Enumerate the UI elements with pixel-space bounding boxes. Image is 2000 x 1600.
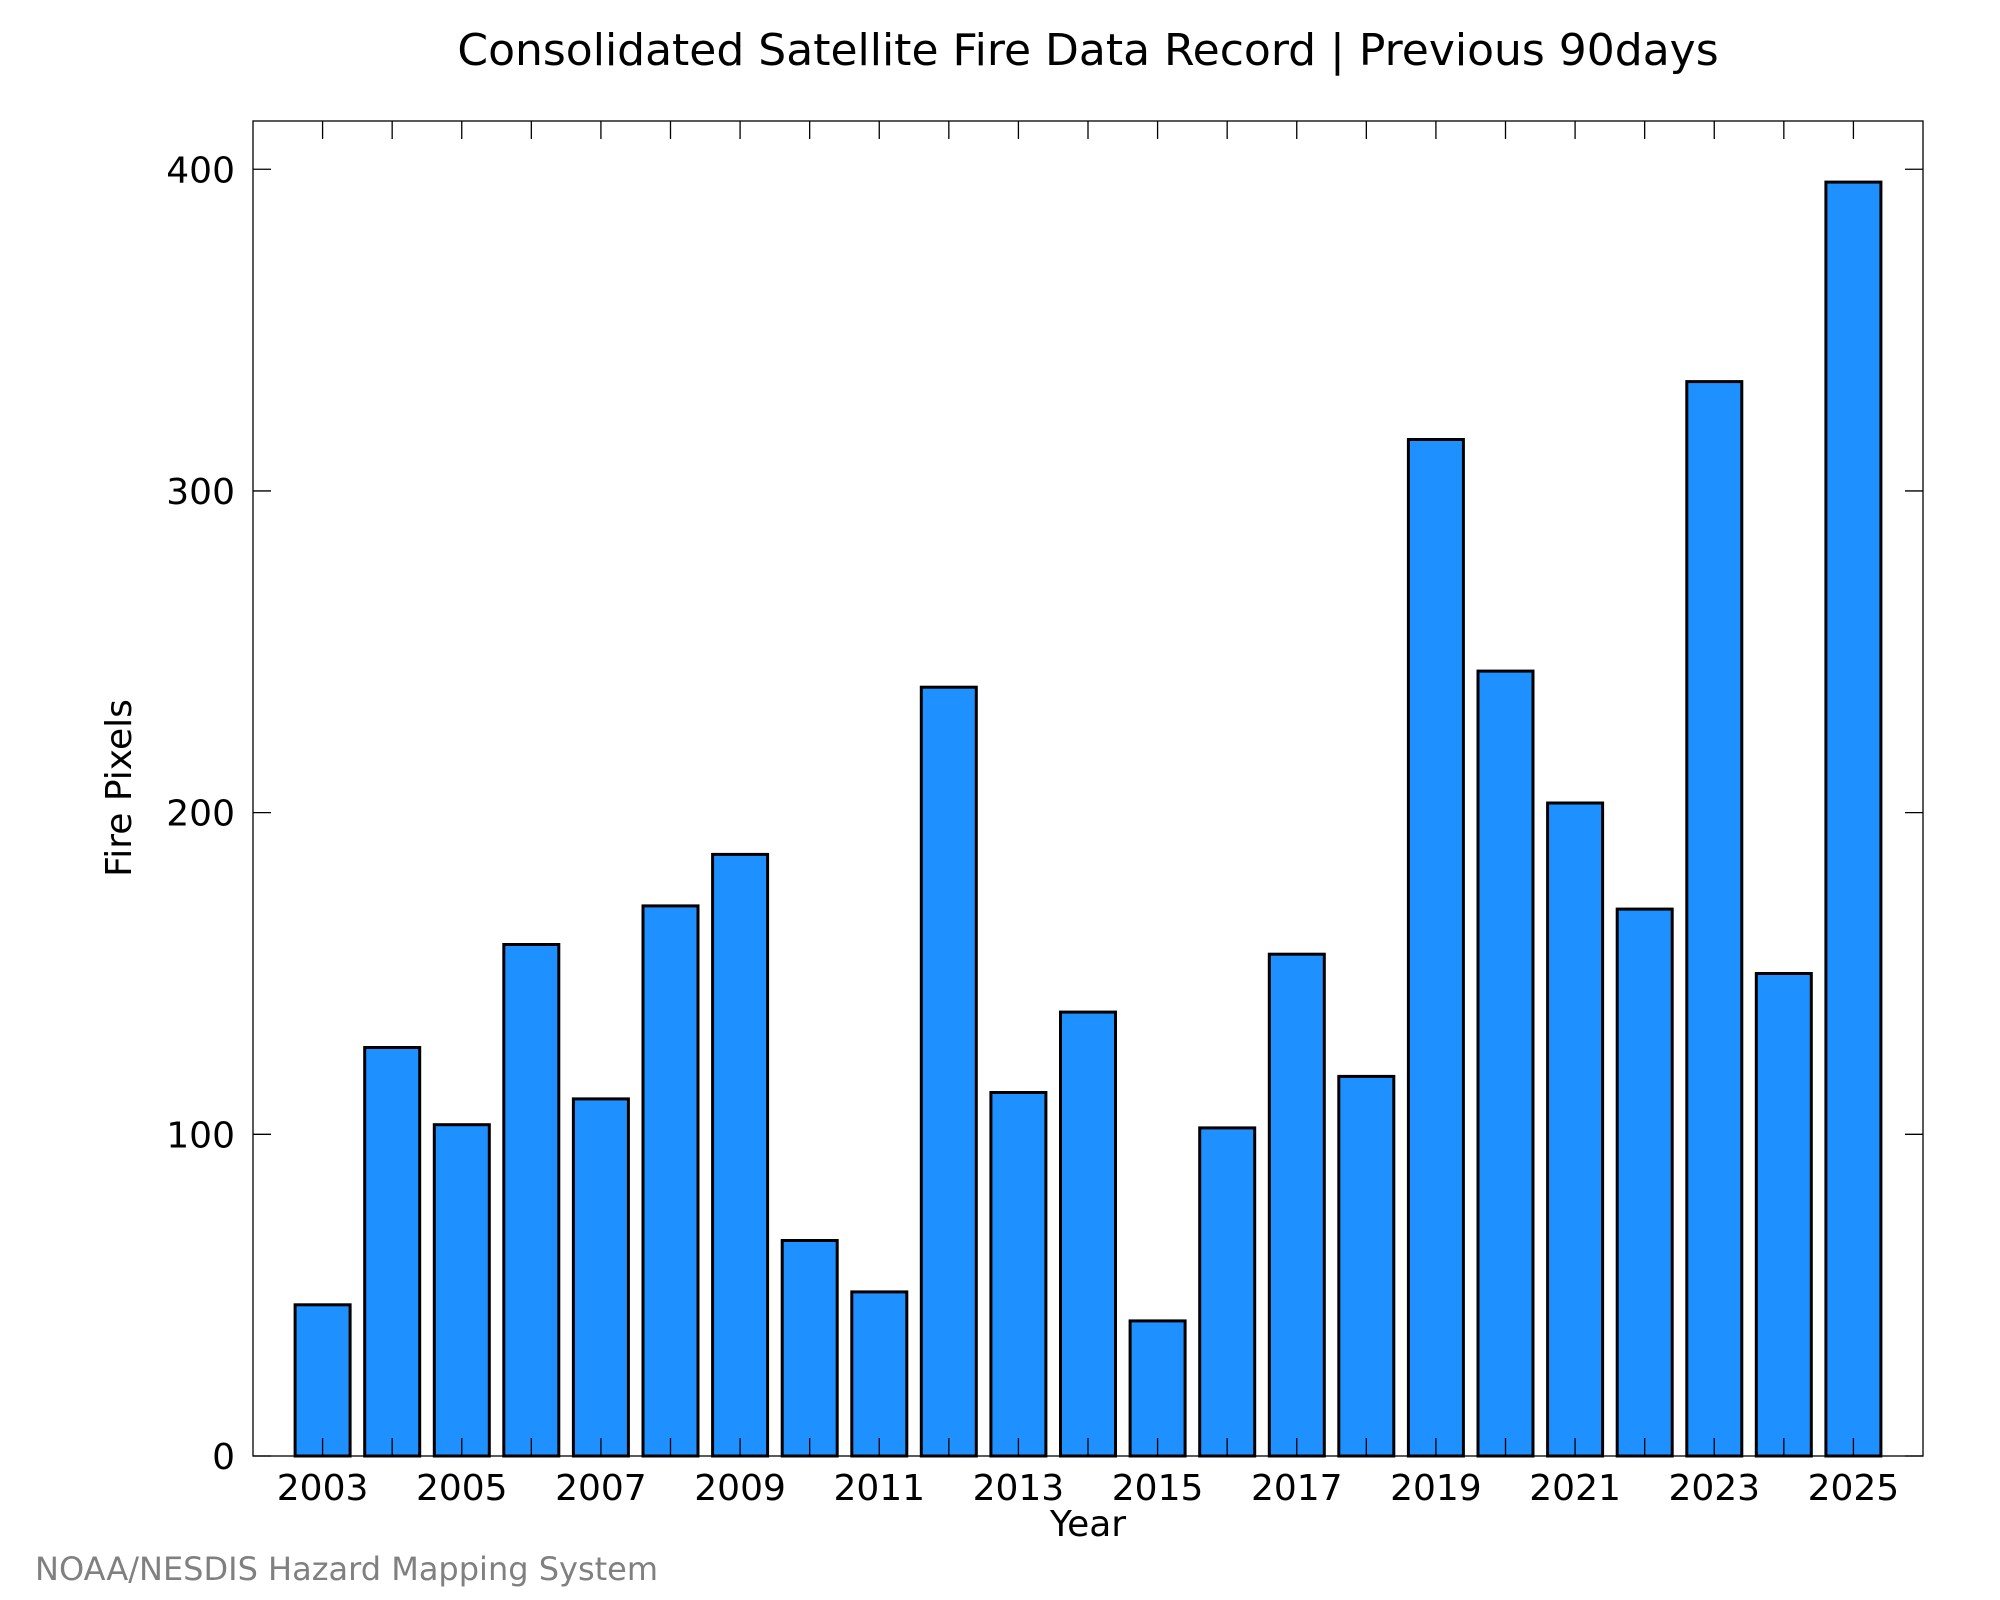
plot-frame xyxy=(252,120,1924,1457)
y-tick-label-400: 400 xyxy=(166,150,235,191)
bar-2016 xyxy=(1198,1126,1257,1458)
x-tick-label-2021: 2021 xyxy=(1529,1468,1621,1509)
bar-2007 xyxy=(571,1097,630,1458)
bar-2005 xyxy=(432,1123,491,1458)
x-tick-label-2017: 2017 xyxy=(1251,1468,1343,1509)
x-tick-label-2019: 2019 xyxy=(1390,1468,1482,1509)
y-tick-label-100: 100 xyxy=(166,1115,235,1156)
bar-2021 xyxy=(1546,801,1605,1458)
bars-group xyxy=(293,180,1883,1458)
y-tick-label-300: 300 xyxy=(166,472,235,513)
bar-2012 xyxy=(919,685,978,1458)
x-tick-label-2023: 2023 xyxy=(1668,1468,1760,1509)
bar-2006 xyxy=(502,943,561,1458)
x-tick-label-2005: 2005 xyxy=(416,1468,508,1509)
bar-2003 xyxy=(293,1303,352,1458)
chart-title: Consolidated Satellite Fire Data Record … xyxy=(457,25,1718,76)
bar-2020 xyxy=(1476,669,1535,1458)
x-tick-label-2015: 2015 xyxy=(1112,1468,1204,1509)
bar-2017 xyxy=(1267,952,1326,1458)
y-axis-label: Fire Pixels xyxy=(99,699,140,877)
bar-2010 xyxy=(780,1239,839,1458)
bar-2004 xyxy=(363,1046,422,1458)
bar-2018 xyxy=(1337,1074,1396,1458)
bar-2015 xyxy=(1128,1319,1187,1458)
x-tick-label-2003: 2003 xyxy=(277,1468,369,1509)
bar-2011 xyxy=(850,1290,909,1458)
bar-2008 xyxy=(641,904,700,1458)
credit-text: NOAA/NESDIS Hazard Mapping System xyxy=(35,1550,658,1588)
x-tick-label-2007: 2007 xyxy=(555,1468,647,1509)
x-tick-label-2011: 2011 xyxy=(833,1468,925,1509)
bar-2019 xyxy=(1406,438,1465,1458)
x-tick-label-2009: 2009 xyxy=(694,1468,786,1509)
bar-2022 xyxy=(1615,907,1674,1458)
bar-2014 xyxy=(1059,1010,1117,1458)
bar-2024 xyxy=(1754,972,1813,1458)
y-tick-label-0: 0 xyxy=(212,1437,235,1478)
bar-2009 xyxy=(711,852,770,1458)
y-tick-label-200: 200 xyxy=(166,794,235,835)
x-axis-label: Year xyxy=(1049,1504,1126,1545)
bar-2025 xyxy=(1824,180,1883,1458)
bar-2013 xyxy=(989,1091,1048,1458)
axis-ticks-group: 2003 2005 2007 2009 2011 2013 2015 2017 2019 2021… xyxy=(166,121,1923,1509)
x-tick-label-2013: 2013 xyxy=(973,1468,1065,1509)
x-tick-label-2025: 2025 xyxy=(1808,1468,1900,1509)
bar-2023 xyxy=(1685,380,1744,1458)
